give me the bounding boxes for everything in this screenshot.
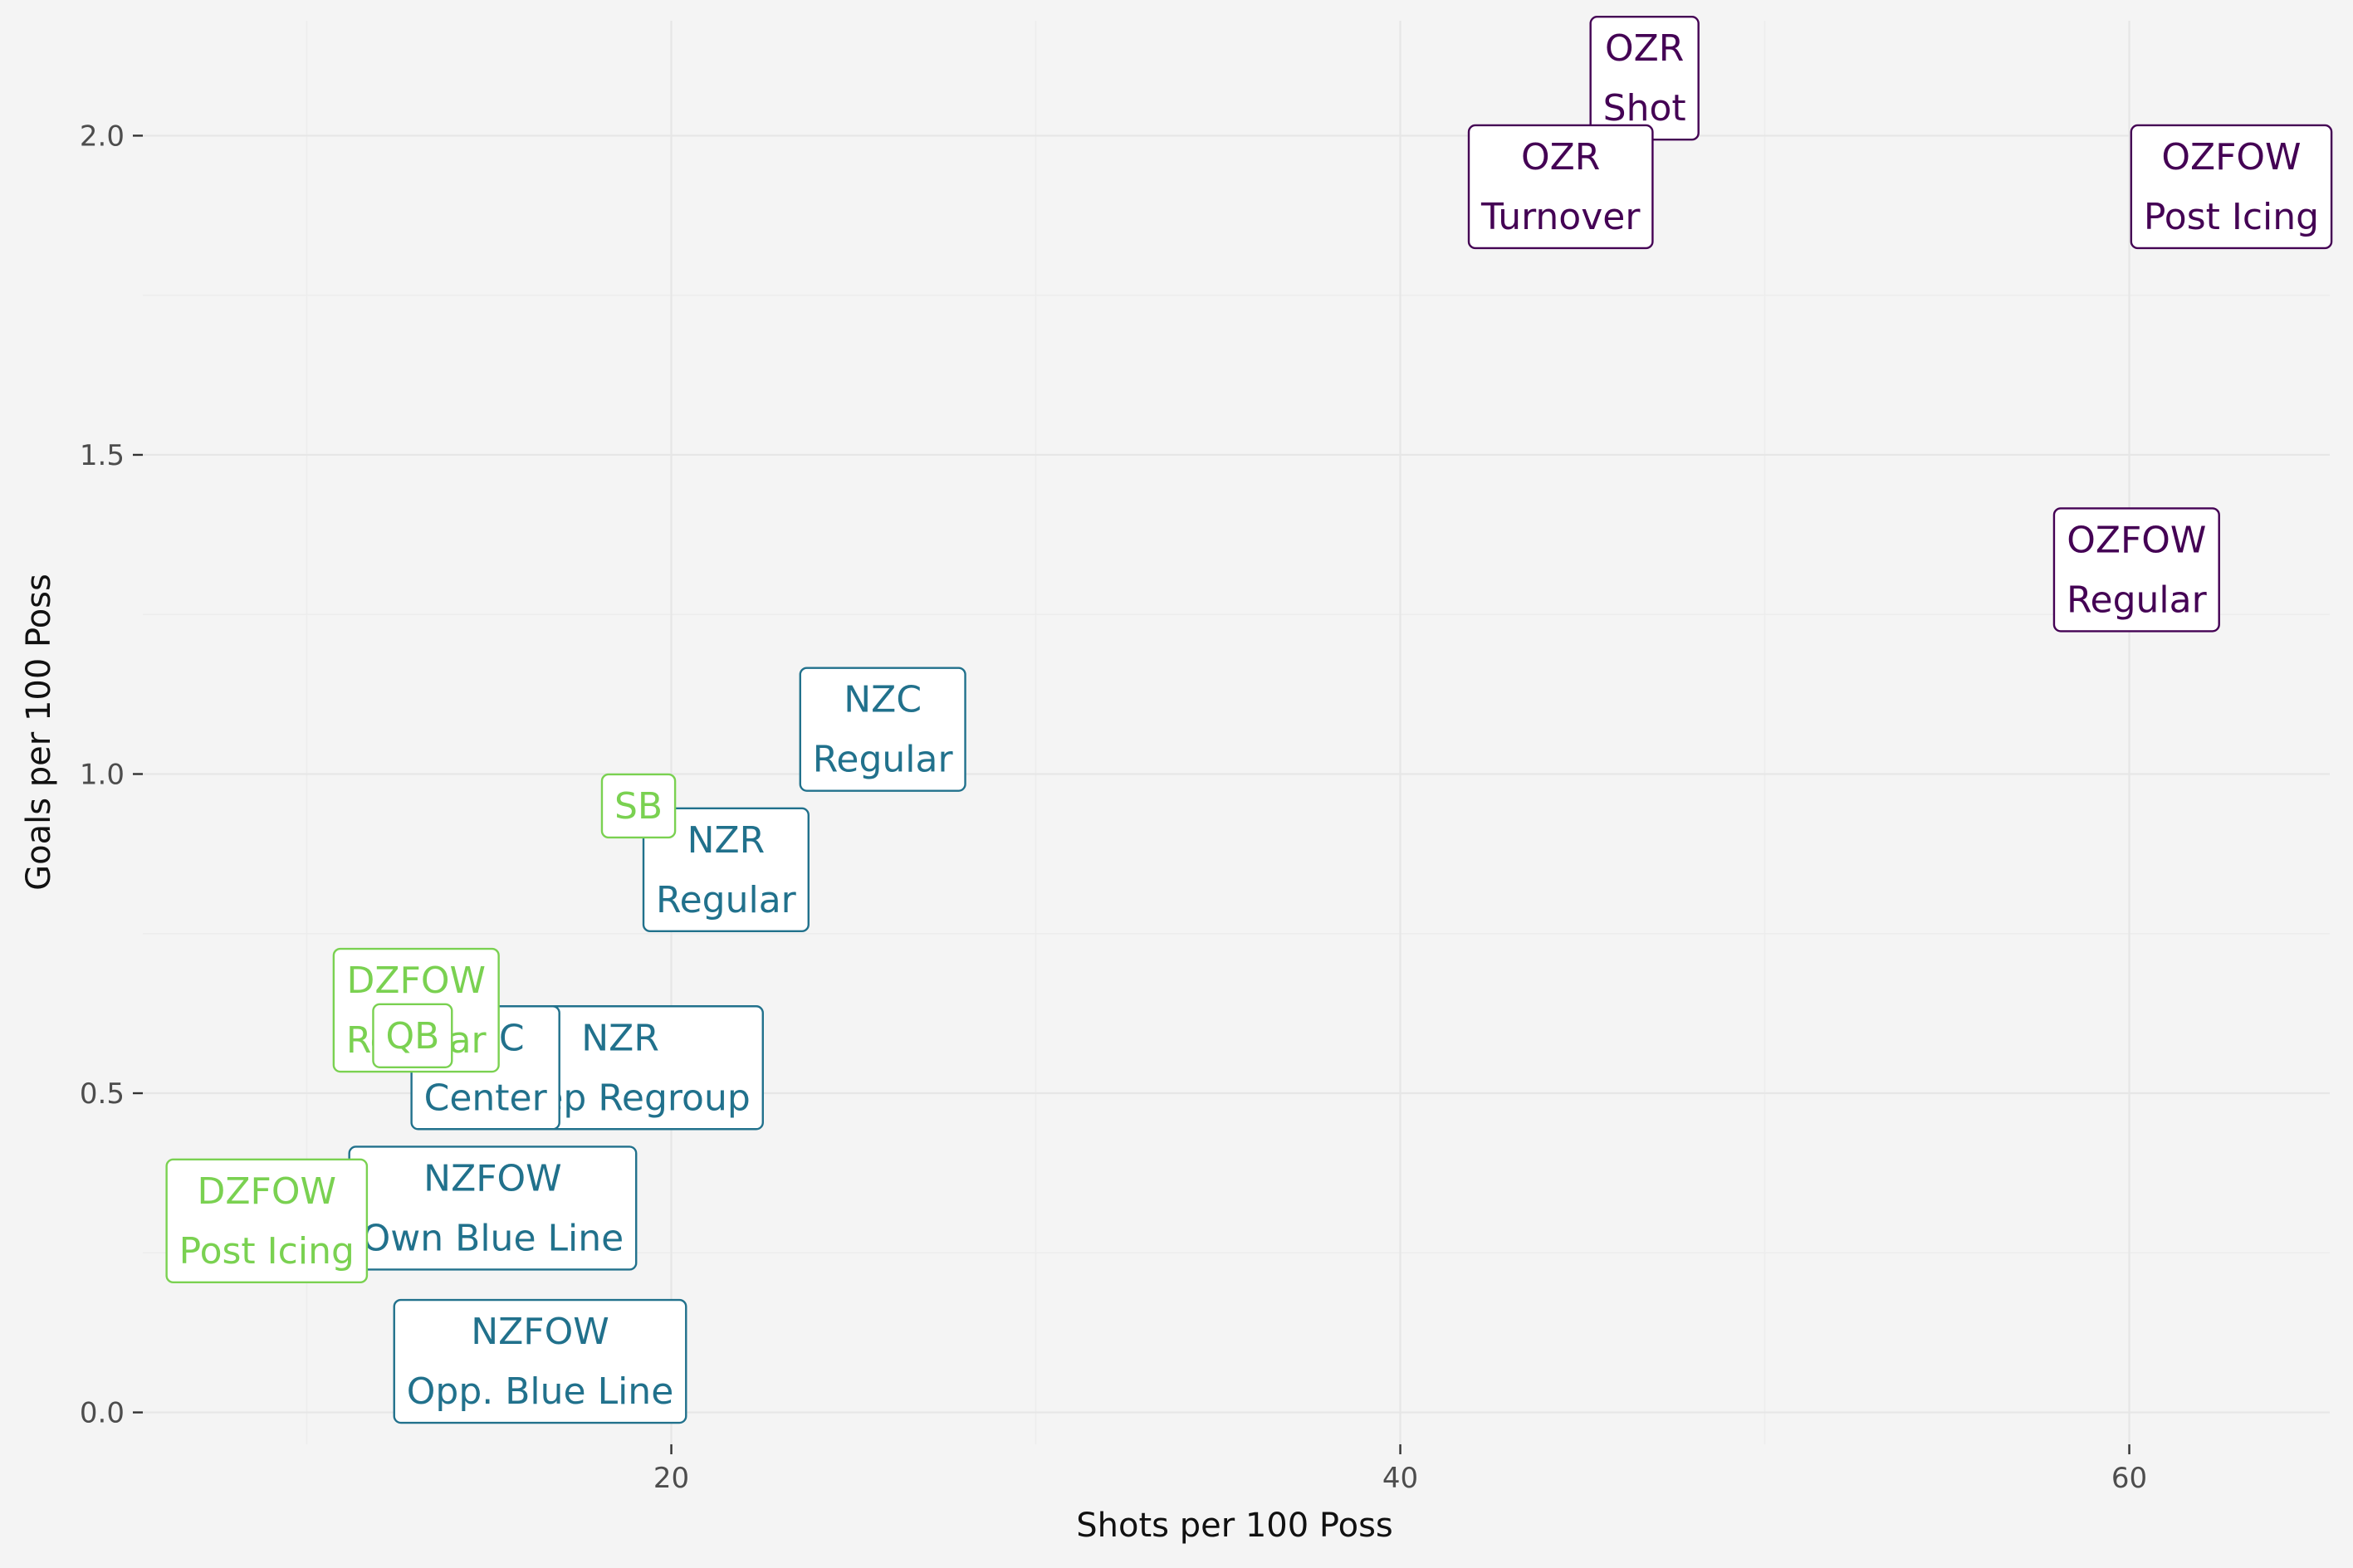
label-text: OZR <box>1521 136 1600 178</box>
label-text: Shot <box>1603 87 1686 129</box>
data-point-label: OZR Shot <box>1589 16 1700 141</box>
label-box <box>642 807 810 933</box>
label-text: NZFOW <box>471 1311 609 1353</box>
y-tick-label: 0.0 <box>80 1397 125 1430</box>
x-tick-label: 60 <box>2111 1462 2147 1495</box>
label-box <box>2052 507 2220 633</box>
label-text: Regular <box>656 879 797 921</box>
data-point-label: OZFOW Post Icing <box>2130 124 2333 250</box>
y-tick-label: 0.5 <box>80 1077 125 1111</box>
label-text: NZR <box>687 819 766 862</box>
label-text: Regular <box>2067 579 2208 621</box>
data-point-label: NZFOW Opp. Blue Line <box>393 1298 687 1424</box>
label-text: Turnover <box>1480 196 1641 238</box>
x-tick-label: 20 <box>653 1462 689 1495</box>
label-text: SB <box>614 785 663 828</box>
x-tick-label: 40 <box>1382 1462 1418 1495</box>
label-text: Opp. Blue Line <box>407 1370 674 1413</box>
data-point-label: SB <box>600 773 677 839</box>
label-box <box>393 1298 687 1424</box>
y-tick-label: 1.0 <box>80 758 125 791</box>
label-text: NZC <box>844 679 922 721</box>
label-text: NZR <box>581 1017 659 1059</box>
label-text: OZFOW <box>2067 519 2206 561</box>
axes: 20 40 60 0.0 0.5 1.0 1.5 2.0 <box>80 120 2147 1495</box>
label-box <box>372 1003 453 1069</box>
label-box <box>2130 124 2333 250</box>
label-text: Center <box>424 1077 548 1119</box>
label-text: OZFOW <box>2161 136 2301 178</box>
data-point-label: NZC Regular <box>799 667 966 792</box>
y-axis-title: Goals per 100 Poss <box>20 574 58 891</box>
data-point-label: QB <box>372 1003 453 1069</box>
data-point-label: NZFOW Own Blue Line <box>348 1145 638 1271</box>
label-text: OZR <box>1605 27 1684 70</box>
label-box <box>799 667 966 792</box>
data-point-label: DZFOW Post Icing <box>165 1158 369 1284</box>
data-point-label: OZFOW Regular <box>2052 507 2220 633</box>
label-text: NZFOW <box>423 1157 562 1199</box>
label-text: Regular <box>813 739 954 781</box>
label-box <box>1467 124 1654 250</box>
label-box <box>165 1158 369 1284</box>
data-point-label: OZR Turnover <box>1467 124 1654 250</box>
label-box <box>600 773 677 839</box>
y-tick-label: 1.5 <box>80 439 125 472</box>
x-axis-title: Shots per 100 Poss <box>1076 1507 1393 1545</box>
data-point-label: NZR Regular <box>642 807 810 933</box>
label-text: Own Blue Line <box>362 1217 624 1259</box>
label-text: Post Icing <box>179 1230 355 1272</box>
label-text: DZFOW <box>198 1170 336 1213</box>
label-text: QB <box>385 1015 439 1058</box>
label-text: Post Icing <box>2144 196 2319 238</box>
label-text: DZFOW <box>347 960 486 1002</box>
y-tick-label: 2.0 <box>80 120 125 153</box>
